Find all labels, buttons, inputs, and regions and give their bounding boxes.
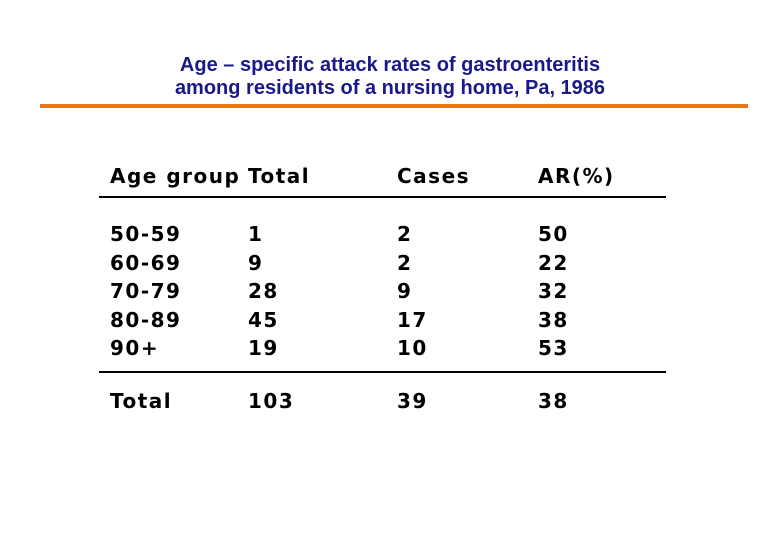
cell-ar: 50 [538,222,569,246]
cell-cases: 2 [397,222,413,246]
cell-total: 45 [248,307,279,332]
attack-rate-table: Age group Total Cases AR(%) 50-59 1 2 50… [99,165,666,412]
table-row: 90+ 19 10 53 [99,334,666,363]
cell-ar: 22 [538,250,569,275]
total-row-label: Total [110,388,173,413]
cell-total: 28 [248,279,279,303]
table-header-row: Age group Total Cases AR(%) [99,165,666,198]
slide-title-line2: among residents of a nursing home, Pa, 1… [174,77,606,99]
column-header-total: Total [248,164,311,188]
cell-cases: 2 [397,250,413,275]
table-row: 60-69 9 2 22 [99,249,666,278]
table-row: 70-79 28 9 32 [99,277,666,306]
cell-total: 9 [248,250,264,275]
slide-title-line1: Age – specific attack rates of gastroent… [179,54,601,76]
table-row: 50-59 1 2 50 [99,220,666,249]
cell-age-group: 80-89 [110,307,182,332]
total-row-total: 103 [248,388,295,413]
cell-age-group: 90+ [110,336,160,360]
total-row-ar: 38 [538,388,569,413]
cell-age-group: 50-59 [110,222,182,246]
table-total-row: Total 103 39 38 [99,370,666,413]
cell-ar: 53 [538,336,569,360]
cell-cases: 10 [397,336,428,360]
cell-ar: 38 [538,307,569,332]
column-header-ar: AR(%) [538,164,615,188]
accent-divider-rule [40,104,748,108]
cell-total: 19 [248,336,279,360]
cell-total: 1 [248,222,264,246]
cell-cases: 17 [397,307,428,332]
slide-title: Age – specific attack rates of gastroent… [0,54,780,100]
total-row-cases: 39 [397,388,428,413]
table-row: 80-89 45 17 38 [99,306,666,335]
cell-cases: 9 [397,279,413,303]
cell-ar: 32 [538,279,569,303]
column-header-cases: Cases [397,164,471,188]
table-body: 50-59 1 2 50 60-69 9 2 22 70-79 28 9 32 … [99,198,666,371]
cell-age-group: 70-79 [110,279,182,303]
column-header-age-group: Age group [110,164,241,188]
cell-age-group: 60-69 [110,250,182,275]
